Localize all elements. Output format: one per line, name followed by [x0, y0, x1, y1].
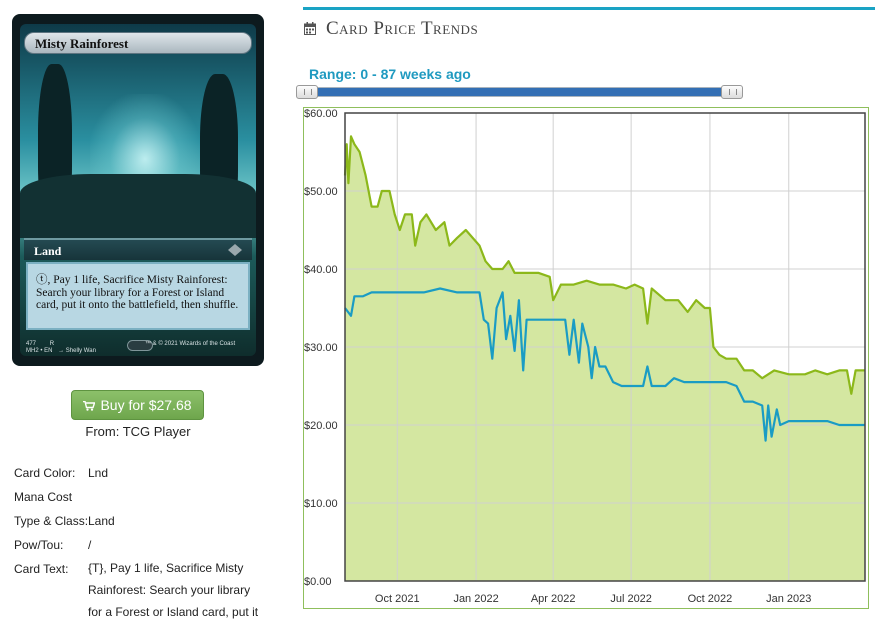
detail-value: Land	[88, 514, 115, 528]
detail-label: Pow/Tou:	[14, 538, 64, 552]
card-frame: Misty Rainforest Land ⓣ, Pay 1 life, Sac…	[20, 24, 256, 356]
series-line-1	[344, 287, 865, 442]
detail-label: Card Color:	[14, 466, 76, 480]
card-type-text: Land	[34, 244, 62, 258]
range-slider-fill	[310, 88, 730, 96]
y-tick-label: $30.00	[304, 342, 338, 354]
detail-row-type: Type & Class: Land	[14, 514, 274, 536]
plot-frame	[344, 112, 866, 582]
calendar-icon	[304, 22, 316, 35]
price-chart-svg: $0.00 $10.00 $20.00 $30.00 $40.00 $50.00 $60.0…	[304, 108, 866, 605]
buy-button[interactable]: Buy for $27.68	[71, 390, 204, 420]
card-title: Misty Rainforest	[24, 32, 252, 54]
card-collector-info: 477 R MH2 • EN → Shelly Wan	[26, 341, 256, 355]
panel-top-rule	[303, 7, 875, 10]
set-symbol-icon	[228, 244, 242, 256]
detail-value: Lnd	[88, 466, 109, 480]
detail-row-color: Card Color: Lnd	[14, 466, 274, 488]
range-slider-end-handle[interactable]	[721, 85, 743, 99]
card-footer: 477 R MH2 • EN → Shelly Wan ™ & © 2021 W…	[20, 334, 256, 356]
x-tick-label: Oct 2022	[688, 593, 733, 605]
detail-value: /	[88, 538, 92, 552]
x-tick-label: Jul 2022	[610, 593, 652, 605]
detail-label: Mana Cost	[14, 490, 73, 504]
y-tick-label: $10.00	[304, 498, 338, 510]
buy-button-label: Buy for $27.68	[100, 397, 192, 413]
detail-row-pow-tou: Pow/Tou: /	[14, 538, 274, 560]
series-line-0	[343, 135, 865, 395]
series-area	[345, 136, 865, 581]
card-image: Misty Rainforest Land ⓣ, Pay 1 life, Sac…	[12, 14, 264, 366]
detail-row-mana: Mana Cost	[14, 490, 274, 512]
y-tick-label: $0.00	[304, 576, 332, 588]
card-art-ground	[20, 174, 256, 238]
x-tick-label: Apr 2022	[531, 593, 576, 605]
rarity-letter: R	[49, 341, 55, 347]
y-tick-label: $60.00	[304, 108, 338, 120]
card-copyright: ™ & © 2021 Wizards of the Coast	[145, 341, 236, 347]
card-rules-text: ⓣ, Pay 1 life, Sacrifice Misty Rainfores…	[26, 262, 250, 330]
x-tick-label: Jan 2022	[453, 593, 498, 605]
price-trends-title: Card Price Trends	[326, 18, 479, 39]
detail-label: Type & Class:	[14, 514, 89, 528]
detail-label: Card Text:	[14, 562, 69, 576]
artist: → Shelly Wan	[58, 348, 96, 354]
x-tick-label: Jan 2023	[766, 593, 811, 605]
shopping-cart-icon	[83, 401, 96, 411]
set-lang: MH2 • EN	[26, 348, 53, 354]
collector-number: 477	[26, 341, 37, 347]
y-tick-label: $20.00	[304, 420, 338, 432]
price-source: From: TCG Player	[85, 424, 191, 439]
y-tick-label: $50.00	[304, 186, 338, 198]
price-chart: $0.00 $10.00 $20.00 $30.00 $40.00 $50.00 $60.0…	[303, 107, 869, 609]
y-tick-label: $40.00	[304, 264, 338, 276]
detail-row-text: Card Text: {T}, Pay 1 life, Sacrifice Mi…	[14, 561, 274, 622]
x-tick-label: Oct 2021	[375, 593, 420, 605]
detail-value: {T}, Pay 1 life, Sacrifice Misty Rainfor…	[88, 561, 259, 619]
card-footer-pill	[127, 340, 153, 351]
range-label: Range: 0 - 87 weeks ago	[309, 66, 471, 82]
range-slider-start-handle[interactable]	[296, 85, 318, 99]
card-type-line: Land	[24, 238, 252, 260]
